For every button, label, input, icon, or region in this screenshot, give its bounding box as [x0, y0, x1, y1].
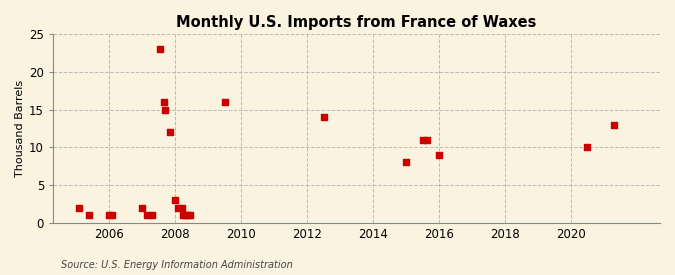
Point: [417, 138, 428, 142]
Point: [422, 138, 433, 142]
Point: [318, 115, 329, 119]
Point: [169, 198, 180, 202]
Point: [160, 107, 171, 112]
Point: [173, 206, 184, 210]
Point: [433, 153, 444, 157]
Point: [107, 213, 118, 218]
Point: [219, 100, 230, 104]
Point: [178, 213, 189, 218]
Point: [137, 206, 148, 210]
Point: [176, 206, 187, 210]
Point: [165, 130, 176, 134]
Point: [142, 213, 153, 218]
Point: [582, 145, 593, 150]
Point: [155, 47, 165, 51]
Point: [74, 206, 85, 210]
Point: [104, 213, 115, 218]
Point: [146, 213, 157, 218]
Point: [180, 213, 190, 218]
Text: Source: U.S. Energy Information Administration: Source: U.S. Energy Information Administ…: [61, 260, 292, 270]
Point: [184, 213, 195, 218]
Point: [158, 100, 169, 104]
Y-axis label: Thousand Barrels: Thousand Barrels: [15, 80, 25, 177]
Point: [183, 213, 194, 218]
Title: Monthly U.S. Imports from France of Waxes: Monthly U.S. Imports from France of Waxe…: [176, 15, 537, 30]
Point: [401, 160, 412, 165]
Point: [608, 122, 619, 127]
Point: [84, 213, 95, 218]
